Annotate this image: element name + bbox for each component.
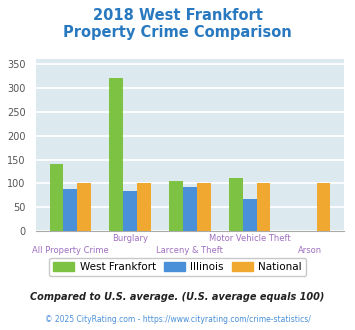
Bar	[197, 183, 211, 231]
Text: Compared to U.S. average. (U.S. average equals 100): Compared to U.S. average. (U.S. average …	[30, 292, 325, 302]
Bar	[137, 183, 151, 231]
Bar	[77, 183, 91, 231]
Bar	[123, 191, 137, 231]
Bar	[243, 199, 257, 231]
Bar	[183, 187, 197, 231]
Bar	[257, 183, 271, 231]
Bar	[169, 181, 183, 231]
Legend: West Frankfort, Illinois, National: West Frankfort, Illinois, National	[49, 258, 306, 276]
Bar	[317, 183, 330, 231]
Bar	[229, 178, 243, 231]
Text: © 2025 CityRating.com - https://www.cityrating.com/crime-statistics/: © 2025 CityRating.com - https://www.city…	[45, 315, 310, 324]
Bar	[63, 189, 77, 231]
Text: 2018 West Frankfort: 2018 West Frankfort	[93, 8, 262, 23]
Bar	[109, 79, 123, 231]
Bar	[50, 164, 63, 231]
Text: Property Crime Comparison: Property Crime Comparison	[63, 25, 292, 40]
